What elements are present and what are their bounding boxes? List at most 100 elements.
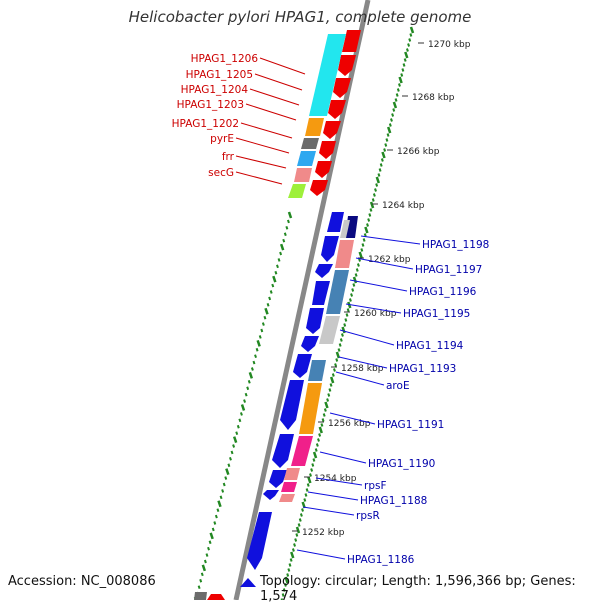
scale-tick [322, 413, 326, 417]
gene-leader-line [307, 491, 359, 501]
gene-label-forward[interactable]: HPAG1_1197 [415, 264, 482, 276]
category-block [194, 592, 207, 600]
gene-leader-line [349, 279, 408, 292]
scale-tick [199, 578, 203, 583]
scale-tick [255, 347, 259, 352]
gene-label-forward[interactable]: HPAG1_1198 [422, 239, 489, 251]
reverse-gene-arrow [328, 100, 346, 119]
scale-tick [403, 58, 407, 62]
scale-tick [280, 598, 284, 600]
gene-label-forward[interactable]: rpsR [356, 510, 380, 522]
scale-tick [369, 208, 373, 212]
reverse-gene-arrow [207, 594, 225, 600]
gene-leader-line [259, 57, 306, 75]
scale-tick [352, 283, 356, 287]
gene-leader-line [338, 356, 388, 369]
scale-tick [321, 418, 325, 422]
scale-tick [317, 438, 320, 442]
scale-label: 1254 kbp [314, 474, 357, 484]
gene-label-forward[interactable]: HPAG1_1188 [360, 495, 427, 507]
category-block [281, 482, 297, 492]
scale-tick [216, 508, 220, 512]
reverse-gene-arrow [333, 78, 351, 98]
scale-tick [343, 323, 347, 327]
reverse-gene-arrow [323, 121, 341, 139]
scale-tick [344, 318, 348, 322]
gene-leader-line [235, 155, 287, 169]
forward-gene-arrow [280, 380, 304, 430]
scale-tick [409, 33, 413, 37]
scale-tick [235, 431, 239, 435]
scale-tick [279, 243, 285, 251]
gene-label-forward[interactable]: HPAG1_1196 [409, 286, 477, 298]
scale-label: 1258 kbp [341, 364, 384, 374]
gene-label-forward[interactable]: HPAG1_1193 [389, 363, 456, 375]
scale-tick [318, 426, 323, 434]
gene-label-forward[interactable]: rpsF [364, 480, 387, 492]
scale-tick [295, 526, 301, 534]
scale-tick [392, 101, 398, 109]
scale-tick [282, 238, 286, 243]
scale-tick [261, 322, 265, 326]
scale-tick [346, 308, 350, 312]
category-block [309, 34, 346, 116]
scale-tick [197, 585, 201, 589]
gene-label-forward[interactable]: HPAG1_1194 [396, 340, 464, 352]
gene-label-forward[interactable]: HPAG1_1195 [403, 308, 470, 320]
scale-tick [363, 233, 367, 237]
gene-label-reverse[interactable]: frr [222, 151, 235, 163]
category-block [299, 383, 322, 434]
gene-label-reverse[interactable]: HPAG1_1204 [181, 84, 249, 96]
scale-tick [372, 193, 376, 197]
scale-tick [299, 513, 303, 517]
gene-label-reverse[interactable]: HPAG1_1205 [186, 69, 253, 81]
gene-label-forward[interactable]: HPAG1_1186 [347, 554, 415, 566]
scale-tick [301, 508, 304, 512]
forward-gene-arrow [306, 308, 324, 334]
category-block [326, 270, 349, 314]
gene-label-forward[interactable]: HPAG1_1190 [368, 458, 435, 470]
scale-tick [385, 138, 389, 142]
scale-tick [252, 360, 256, 365]
scale-tick [209, 532, 214, 540]
scale-tick [274, 270, 278, 275]
scale-tick [314, 448, 318, 452]
scale-tick [355, 268, 359, 272]
scale-tick [229, 457, 232, 461]
scale-label: 1264 kbp [382, 201, 425, 211]
reverse-gene-labels: HPAG1_1206 HPAG1_1205 HPAG1_1204 HPAG1_1203… [172, 53, 306, 185]
gene-label-reverse[interactable]: HPAG1_1206 [191, 53, 259, 65]
forward-gene-arrow [247, 512, 272, 570]
scale-tick [276, 264, 279, 269]
gene-leader-line [249, 88, 300, 106]
gene-label-reverse[interactable]: HPAG1_1203 [177, 99, 244, 111]
scale-tick [243, 399, 247, 403]
forward-gene-arrow [321, 236, 339, 262]
scale-tick [338, 343, 342, 347]
scale-tick [232, 444, 236, 448]
scale-tick [293, 543, 296, 547]
gene-label-reverse[interactable]: pyrE [210, 133, 234, 145]
scale-tick [303, 498, 307, 502]
gene-label-reverse[interactable]: secG [208, 167, 234, 179]
scale-tick [277, 258, 281, 262]
scale-tick [236, 424, 240, 429]
inner-scale-ticks [193, 211, 293, 600]
scale-tick [408, 38, 412, 42]
scale-tick [211, 527, 215, 532]
scale-tick [335, 358, 339, 362]
gene-label-forward[interactable]: HPAG1_1191 [377, 419, 444, 431]
forward-gene-arrow [312, 281, 330, 305]
scale-tick [269, 290, 273, 294]
gene-label-forward[interactable]: aroE [386, 380, 410, 392]
gene-label-reverse[interactable]: HPAG1_1202 [172, 118, 239, 130]
page-title: Helicobacter pylori HPAG1, complete geno… [128, 8, 472, 26]
scale-tick [400, 73, 404, 77]
scale-tick [395, 93, 399, 97]
scale-tick [282, 588, 286, 592]
scale-tick [224, 476, 228, 480]
forward-strand-icon [240, 578, 256, 587]
scale-tick [246, 386, 250, 391]
category-block [305, 118, 324, 136]
gene-leader-line [302, 506, 355, 516]
